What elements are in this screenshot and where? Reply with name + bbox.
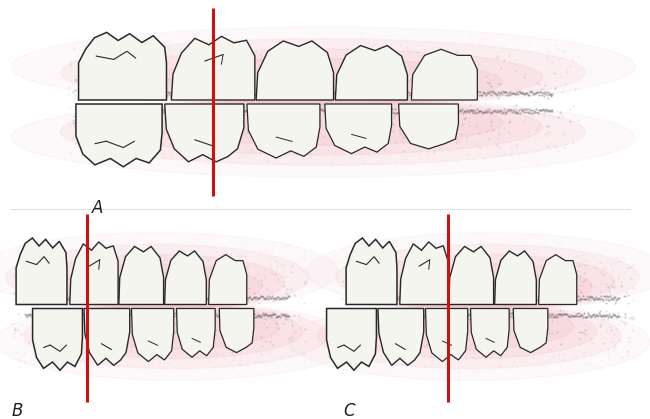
Polygon shape (164, 251, 206, 305)
Ellipse shape (289, 303, 650, 380)
Ellipse shape (53, 264, 261, 309)
Ellipse shape (10, 98, 636, 177)
Polygon shape (539, 255, 577, 305)
Polygon shape (219, 308, 254, 353)
Ellipse shape (0, 233, 338, 310)
Polygon shape (495, 251, 536, 305)
Ellipse shape (360, 254, 615, 309)
Polygon shape (32, 308, 83, 370)
Ellipse shape (0, 303, 356, 380)
Ellipse shape (365, 304, 573, 349)
Polygon shape (378, 308, 424, 365)
Polygon shape (164, 104, 244, 162)
Ellipse shape (23, 303, 328, 369)
Polygon shape (256, 41, 333, 100)
Ellipse shape (48, 304, 303, 359)
Ellipse shape (143, 100, 503, 145)
Polygon shape (335, 46, 408, 100)
Polygon shape (247, 104, 320, 158)
Polygon shape (325, 104, 391, 154)
Ellipse shape (103, 49, 543, 105)
Polygon shape (400, 242, 448, 305)
Ellipse shape (72, 304, 280, 349)
Ellipse shape (343, 304, 597, 359)
Polygon shape (471, 308, 509, 357)
Polygon shape (131, 308, 174, 362)
Ellipse shape (103, 99, 543, 155)
Ellipse shape (143, 59, 503, 104)
Ellipse shape (307, 233, 650, 310)
Polygon shape (398, 104, 458, 149)
Ellipse shape (384, 264, 592, 309)
Polygon shape (346, 238, 397, 305)
Ellipse shape (10, 27, 636, 106)
Ellipse shape (60, 98, 586, 165)
Polygon shape (177, 308, 215, 357)
Ellipse shape (318, 303, 621, 369)
Ellipse shape (31, 254, 285, 309)
Polygon shape (426, 308, 468, 362)
Ellipse shape (335, 244, 640, 310)
Polygon shape (326, 308, 376, 370)
Text: B: B (12, 402, 23, 419)
Ellipse shape (6, 244, 309, 310)
Polygon shape (70, 242, 118, 305)
Polygon shape (411, 49, 477, 100)
Polygon shape (79, 32, 166, 100)
Ellipse shape (60, 39, 586, 106)
Polygon shape (84, 308, 130, 365)
Text: C: C (343, 402, 355, 419)
Polygon shape (209, 255, 247, 305)
Polygon shape (119, 246, 164, 305)
Polygon shape (449, 246, 493, 305)
Polygon shape (172, 36, 255, 100)
Text: A: A (92, 199, 103, 217)
Polygon shape (514, 308, 548, 353)
Polygon shape (76, 104, 162, 167)
Polygon shape (16, 238, 67, 305)
